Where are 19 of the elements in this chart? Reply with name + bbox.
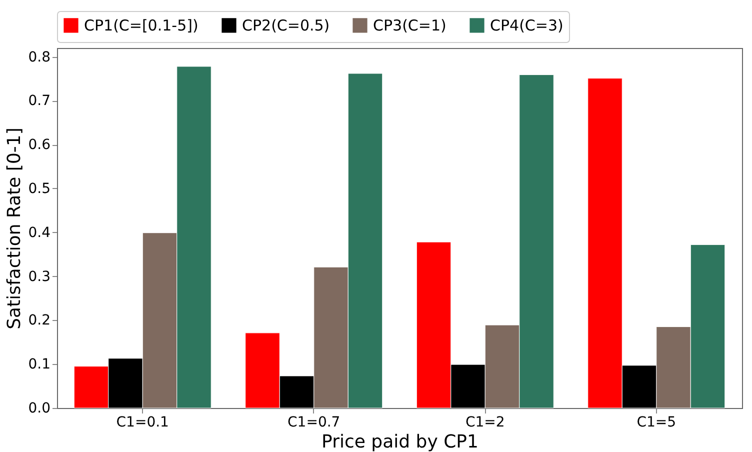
legend-label: CP2(C=0.5) bbox=[242, 16, 330, 34]
x-axis-title: Price paid by CP1 bbox=[322, 432, 478, 452]
legend-label: CP1(C=[0.1-5]) bbox=[84, 16, 198, 34]
x-tick-label: C1=2 bbox=[465, 414, 505, 430]
y-tick-label: 0.0 bbox=[28, 400, 50, 416]
y-tick-label: 0.1 bbox=[28, 356, 50, 373]
y-tick-label: 0.2 bbox=[28, 312, 50, 329]
x-tick-label: C1=0.1 bbox=[116, 414, 169, 430]
legend-label: CP4(C=3) bbox=[490, 16, 564, 34]
x-tick-label: C1=0.7 bbox=[288, 414, 340, 430]
y-tick-label: 0.5 bbox=[28, 180, 50, 197]
y-tick-label: 0.3 bbox=[28, 268, 50, 285]
x-tick-label: C1=5 bbox=[636, 414, 676, 430]
y-axis-title: Satisfaction Rate [0-1] bbox=[4, 128, 26, 330]
y-tick-label: 0.6 bbox=[28, 137, 51, 154]
y-tick-label: 0.4 bbox=[28, 224, 51, 241]
legend-label: CP3(C=1) bbox=[373, 16, 446, 34]
y-tick-label: 0.7 bbox=[28, 93, 50, 110]
y-tick-label: 0.8 bbox=[28, 49, 50, 66]
